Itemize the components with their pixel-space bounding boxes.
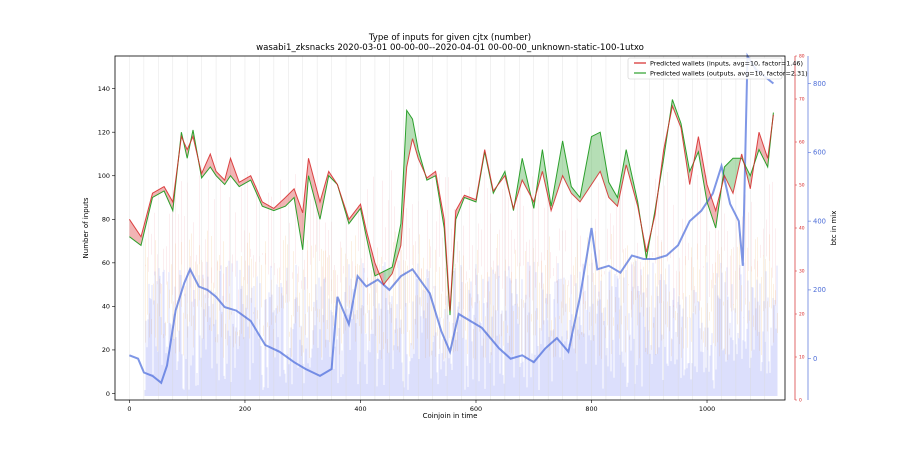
y-tick-label: 40 [102, 303, 110, 311]
y2-tick-label: 30 [799, 269, 805, 275]
y3-tick-label: 200 [813, 286, 826, 294]
difference-fill-segment [724, 158, 734, 194]
y-axis-label: Number of inputs [82, 197, 90, 258]
legend-box [627, 57, 783, 80]
vertical-grid-lines [129, 56, 765, 400]
btc-axis-label: btc in mix [830, 211, 838, 246]
y2-tick-label: 80 [799, 54, 805, 60]
y-tick-label: 120 [98, 129, 110, 137]
y-tick-label: 60 [102, 259, 110, 267]
y-axis-secondary-red: 0 10 20 30 40 50 60 70 80 [794, 54, 805, 404]
y2-tick-label: 70 [799, 97, 805, 103]
legend: Predicted wallets (inputs, avg=10, facto… [627, 57, 808, 80]
y3-tick-label: 0 [813, 355, 817, 363]
difference-fill-segment [406, 110, 413, 168]
y-axis-tertiary-blue: 0 200 400 600 800 [807, 56, 826, 400]
y2-tick-label: 50 [799, 183, 805, 189]
difference-fill-segment [571, 186, 580, 202]
background-bars-layer [144, 170, 778, 396]
series-inputs-line [128, 104, 774, 311]
difference-fill-segment [608, 182, 618, 207]
y-tick-label: 140 [98, 85, 110, 93]
difference-fill-segment [698, 136, 708, 202]
y2-tick-label: 0 [799, 398, 802, 404]
y-tick-label: 0 [106, 390, 110, 398]
series-lines-layer [128, 52, 775, 385]
difference-fill-segment [759, 132, 768, 168]
x-tick-label: 1000 [699, 405, 715, 413]
y-tick-label: 20 [102, 346, 110, 354]
y3-tick-label: 800 [813, 80, 826, 88]
difference-fill-segment [591, 132, 601, 185]
difference-fill-segment [239, 175, 251, 187]
chart-subtitle: wasabi1_zksnacks 2020-03-01 00-00-00--20… [256, 43, 644, 53]
y-axis-left: 0 20 40 60 80 100 120 140 [98, 85, 115, 398]
difference-fill-segment [707, 184, 716, 228]
x-tick-label: 600 [470, 405, 482, 413]
difference-fill-segment [285, 188, 295, 207]
difference-fill-segment [383, 267, 393, 285]
y-tick-label: 100 [98, 172, 110, 180]
y2-tick-label: 60 [799, 140, 805, 146]
legend-label-outputs: Predicted wallets (outputs, avg=10, fact… [650, 70, 808, 78]
legend-label-inputs: Predicted wallets (inputs, avg=10, facto… [650, 60, 803, 68]
x-tick-label: 200 [239, 405, 251, 413]
series-btc-in-mix [129, 52, 775, 385]
difference-fill-segment [348, 204, 361, 224]
difference-fill-segment [129, 219, 141, 246]
y3-tick-label: 400 [813, 217, 826, 225]
x-tick-label: 800 [585, 405, 597, 413]
x-axis: 0 200 400 600 800 1000 [127, 400, 715, 413]
difference-fill-segment [152, 186, 165, 198]
difference-fill-segment [600, 132, 609, 198]
y3-tick-label: 600 [813, 149, 826, 157]
plot-frame [114, 55, 786, 401]
difference-fill-segment [308, 158, 321, 220]
x-tick-label: 0 [127, 405, 131, 413]
y-tick-label: 80 [102, 216, 110, 224]
difference-fill-segment [216, 171, 225, 185]
chart-title: Type of inputs for given cjtx (number) [368, 33, 531, 43]
y2-tick-label: 20 [799, 312, 805, 318]
y2-tick-label: 40 [799, 226, 805, 232]
y2-tick-label: 10 [799, 355, 805, 361]
x-tick-label: 400 [354, 405, 366, 413]
x-axis-label: Coinjoin in time [423, 412, 478, 420]
difference-fill-segment [464, 195, 476, 202]
